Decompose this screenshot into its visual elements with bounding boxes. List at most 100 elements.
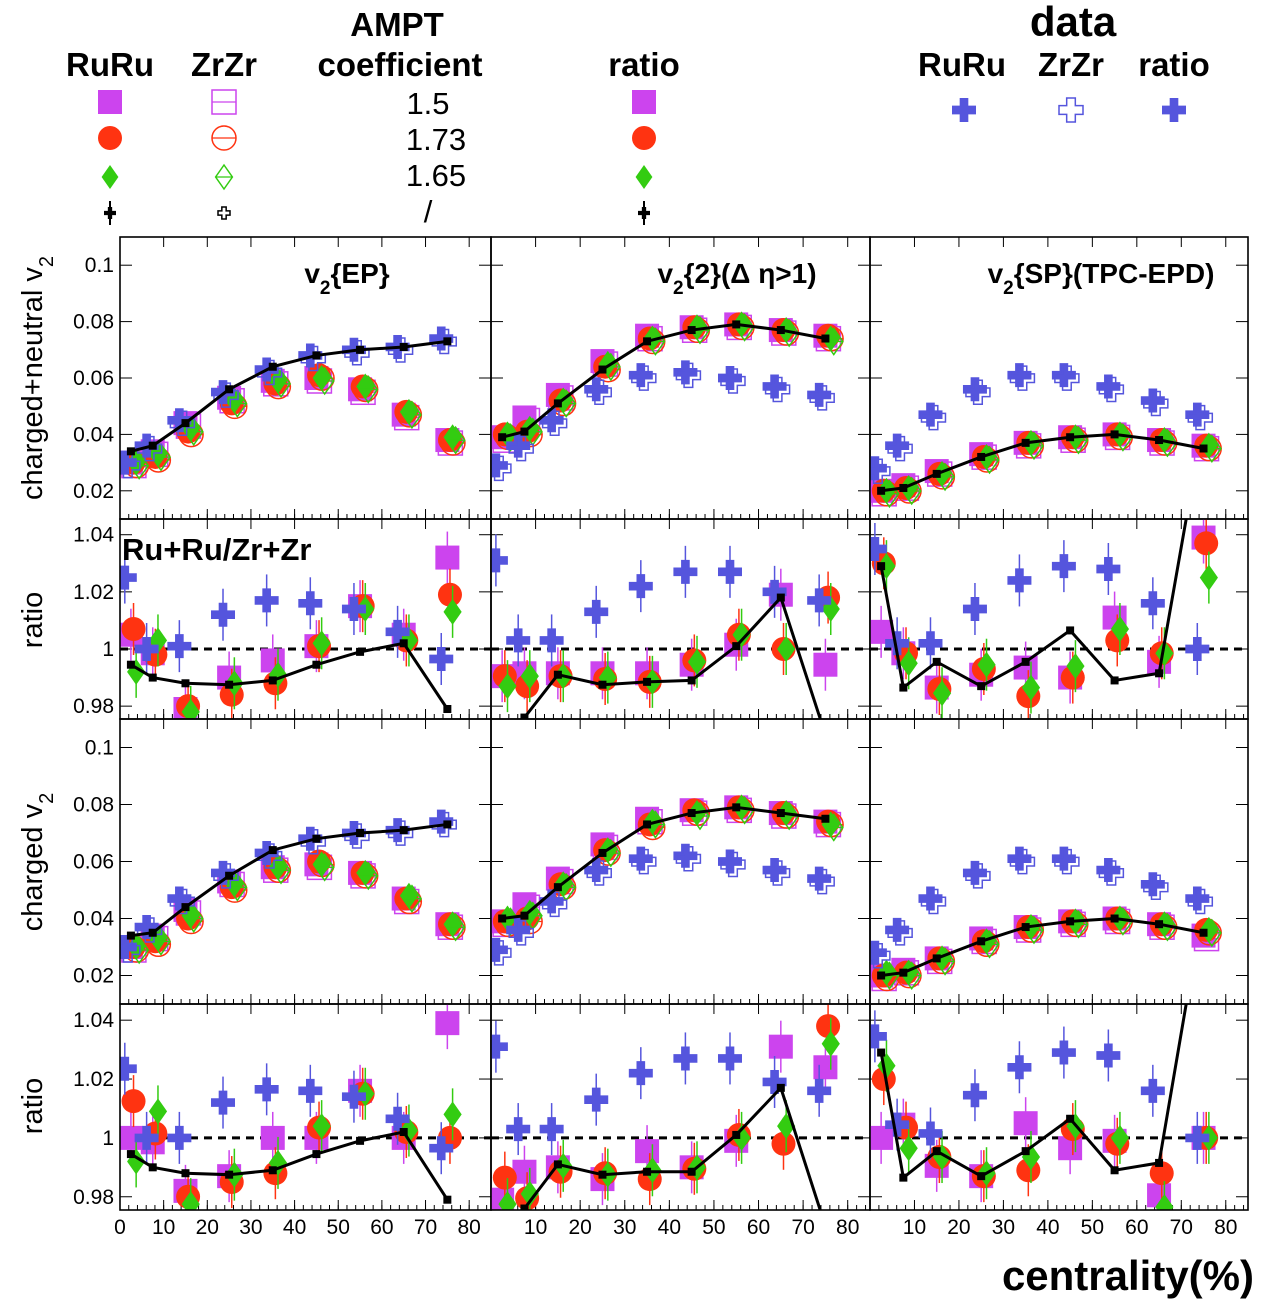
panel-cn-ratio-2pc-data-ratio-point (506, 628, 531, 653)
panel-ch-ratio-ep-ampt-1-65-ratio-point (181, 1191, 200, 1210)
panel-ch-ratio-ep-ampt-default-ratio-point (356, 1136, 365, 1145)
panel-ch-ratio-2pc-ampt-1-73-ratio-point (492, 1165, 517, 1190)
panel-cn-ratio-2pc-ampt-default-ratio-point (776, 593, 785, 602)
panel-ch-ratio-sp-plot-area (870, 1004, 1219, 1210)
panel-cn-v2-ep-data-ruru-point (167, 408, 192, 433)
panel-ch-ratio-sp-ampt-default-ratio-point (899, 1173, 908, 1182)
panel-cn-ratio-ep-ampt-1-73-ratio-point (437, 582, 462, 607)
panel-cn-v2-ep-ampt-default-point (443, 337, 452, 346)
panel-ch-v2-sp-data-ruru-zrzr-point (1098, 860, 1125, 886)
panel-ch-ratio-2pc-ampt-1-65-ratio-point (498, 1191, 517, 1210)
panel-cn-v2-sp-ampt-default-point (977, 452, 986, 461)
panel-cn-ratio-ep-plot-area (120, 531, 462, 719)
panel-ch-ratio-sp-ampt-1-65-ratio-point (899, 1135, 918, 1162)
panel-cn-ratio-sp-ampt-default-ratio-point (877, 562, 886, 571)
panel-cn-v2-2pc-data-ruru-point (717, 366, 742, 390)
panel-cn-v2-sp-ampt-default-point (877, 486, 886, 495)
panel-ch-v2-sp-data-ruru-zrzr-point (965, 863, 991, 889)
panel-cn-v2-sp-ampt-default-point (1199, 444, 1208, 453)
panel-cn-v2-ep-data-ruru-zrzr-point (431, 328, 457, 355)
panel-ch-ratio-sp-ampt-default-ratio-point (1021, 1147, 1030, 1156)
panel-ch-ratio-sp-ampt-1-65-ratio-point (1110, 1124, 1130, 1151)
panel-cn-ratio-ep-ampt-1-65-ratio-point (399, 627, 419, 654)
panel-cn-ratio-2pc-ampt-default-ratio-point (498, 731, 506, 739)
panel-cn-v2-sp-data-ruru-point (1096, 374, 1121, 399)
panel-cn-ratio-sp-data-ratio-point (1096, 557, 1121, 581)
panel-cn-v2-sp-data-ruru-zrzr-point (1143, 390, 1169, 417)
panel-cn-v2-2pc-plot-area (491, 311, 844, 482)
panel-ch-ratio-ep-ampt-1-5-ratio-point (120, 1125, 143, 1150)
panel-ch-v2-ep-data-ruru-point (134, 915, 159, 940)
panel-ch-v2-sp-data-ruru-zrzr-point (1009, 848, 1036, 875)
legend-coefficient-4: / (424, 194, 433, 229)
panel-cn-ratio-sp-data-ratio-point (885, 631, 910, 656)
panel-ch-ratio-sp-ampt-1-5-ratio-point (870, 1125, 894, 1150)
panel-ch-v2-2pc-ampt-1-65-ruru-zrzr-point (600, 838, 621, 868)
panel-cn-ratio-ep-data-ratio-point (167, 634, 192, 659)
panel-ch-ratio-2pc-xtick-label: 20 (568, 1216, 591, 1239)
panel-cn-v2-ep-ampt-1-65-ruru-zrzr-point (401, 400, 422, 430)
panel-ch-ratio-ep-ampt-default-ratio-point (268, 1166, 277, 1175)
panel-cn-ratio-ep-ytick-label: 1.02 (73, 581, 114, 604)
panel-ch-ratio-2pc-ampt-default-ratio-point (643, 1167, 652, 1176)
panel-cn-ratio-ep-ampt-default-ratio-point (356, 647, 365, 656)
panel-ch-v2-ep-ampt-1-65-ruru-zrzr-point (150, 927, 171, 956)
panel-cn-v2-sp-data-ruru-point (918, 402, 943, 427)
panel-ch-v2-2pc-ampt-default-point (687, 809, 696, 818)
panel-ch-v2-ep-data-ruru-point (167, 886, 192, 911)
panel-cn-v2-ep-data-ruru-point (298, 343, 323, 368)
panel-cn-ratio-2pc-data-ratio-point (584, 599, 609, 624)
panel-ch-v2-ep-data-ruru-point (298, 826, 323, 851)
panel-cn-v2-sp-data-ruru-zrzr-point (1009, 365, 1036, 391)
panel-cn-v2-sp-ampt-default-point (932, 469, 941, 478)
panel-ch-v2-2pc-plot-area (491, 794, 844, 966)
panel-cn-ratio-ep-ampt-default-ratio-point (399, 639, 408, 648)
panel-ch-ratio-ep-data-ratio-point (167, 1125, 192, 1150)
panel-ch-v2-sp-ampt-default-point (1155, 920, 1164, 929)
panel-cn-ratio-sp-ampt-default-ratio-point (1021, 657, 1030, 666)
panel-ch-v2-2pc-data-ruru-point (762, 858, 787, 883)
panel-ch-ratio-2pc-ampt-1-5-ratio-point (635, 1139, 660, 1164)
legend-marker-ruru-1 (98, 90, 122, 114)
panel-ch-ratio-2pc-data-ratio-point (673, 1046, 698, 1071)
panel-ch-v2-ep-data-ruru-point (211, 860, 236, 885)
legend-marker-ratio-4 (638, 207, 650, 219)
panel-ch-ratio-sp-ampt-1-73-ratio-point (1149, 1161, 1174, 1186)
panel-ch-ratio-ep-data-ratio-point (385, 1106, 410, 1131)
legend-data-title: data (1030, 0, 1117, 45)
panel-ch-v2-2pc-ampt-default-point (776, 809, 785, 818)
panel-cn-ratio-sp-ampt-1-65-ratio-point (977, 651, 996, 678)
panel-ch-ratio-2pc-data-ratio-point (717, 1046, 742, 1071)
panel-cn-ratio-ep-ampt-default-ratio-point (148, 673, 157, 682)
panel-cn-v2-ep-ampt-1-65-ruru-zrzr-point (445, 425, 466, 455)
panel-ch-v2-sp-ampt-default-point (1021, 923, 1030, 932)
panel-cn-v2-2pc-ampt-default-point (687, 326, 696, 335)
panel-ch-v2-ep-ytick-label: 0.04 (73, 908, 114, 931)
legend-header-ratio: ratio (608, 46, 680, 83)
panel-ch-ratio-ep-plot-area (120, 1004, 462, 1210)
panel-cn-v2-2pc-data-ruru-point (762, 374, 787, 399)
panel-ch-v2-ep-ampt-1-65-ruru-zrzr-point (358, 861, 379, 891)
panel-ch-ratio-2pc-data-ratio-point (584, 1087, 609, 1112)
panel-cn-v2-2pc-ampt-default-point (520, 427, 529, 436)
panel-ch-v2-sp-data-ruru-point (962, 860, 987, 885)
panel-ch-ratio-ep-xtick-label: 10 (152, 1216, 175, 1239)
panel-ch-ratio-sp-data-ratio-point (870, 1024, 887, 1049)
panel-cn-v2-sp-data-ruru-zrzr-point (1098, 376, 1125, 403)
panel-ch-ratio-ep-ampt-1-65-ratio-point (399, 1117, 419, 1144)
panel-ch-ratio-ep-xtick-label: 80 (457, 1216, 480, 1239)
panel-ch-v2-sp-data-ruru-zrzr-point (870, 942, 891, 969)
panel-ch-ratio-sp-xtick-label: 70 (1170, 1216, 1193, 1239)
panel-cn-ratio-sp-ampt-1-73-ratio-point (1194, 531, 1219, 556)
panel-ch-ratio-ep-ytick-label: 1.04 (73, 1009, 114, 1032)
panel-ch-ratio-2pc-xtick-label: 70 (791, 1216, 814, 1239)
panel-ch-ratio-2pc-ampt-1-65-ratio-point (520, 1180, 539, 1207)
panel-ch-ratio-ep-ampt-1-65-ratio-point (268, 1149, 288, 1176)
panel-ch-v2-2pc-ampt-default-point (520, 911, 529, 920)
panel-ch-v2-2pc-data-ruru-zrzr-point (720, 851, 746, 878)
panel-ch-v2-2pc-ampt-default-point (643, 820, 652, 829)
panel-ch-v2-sp-data-ruru-point (1096, 858, 1121, 883)
panel-ch-v2-2pc-ampt-default-point (553, 883, 562, 892)
panel-cn-v2-ep-data-ruru-point (211, 380, 236, 405)
panel-cn-v2-ep-ampt-default-point (126, 447, 135, 456)
